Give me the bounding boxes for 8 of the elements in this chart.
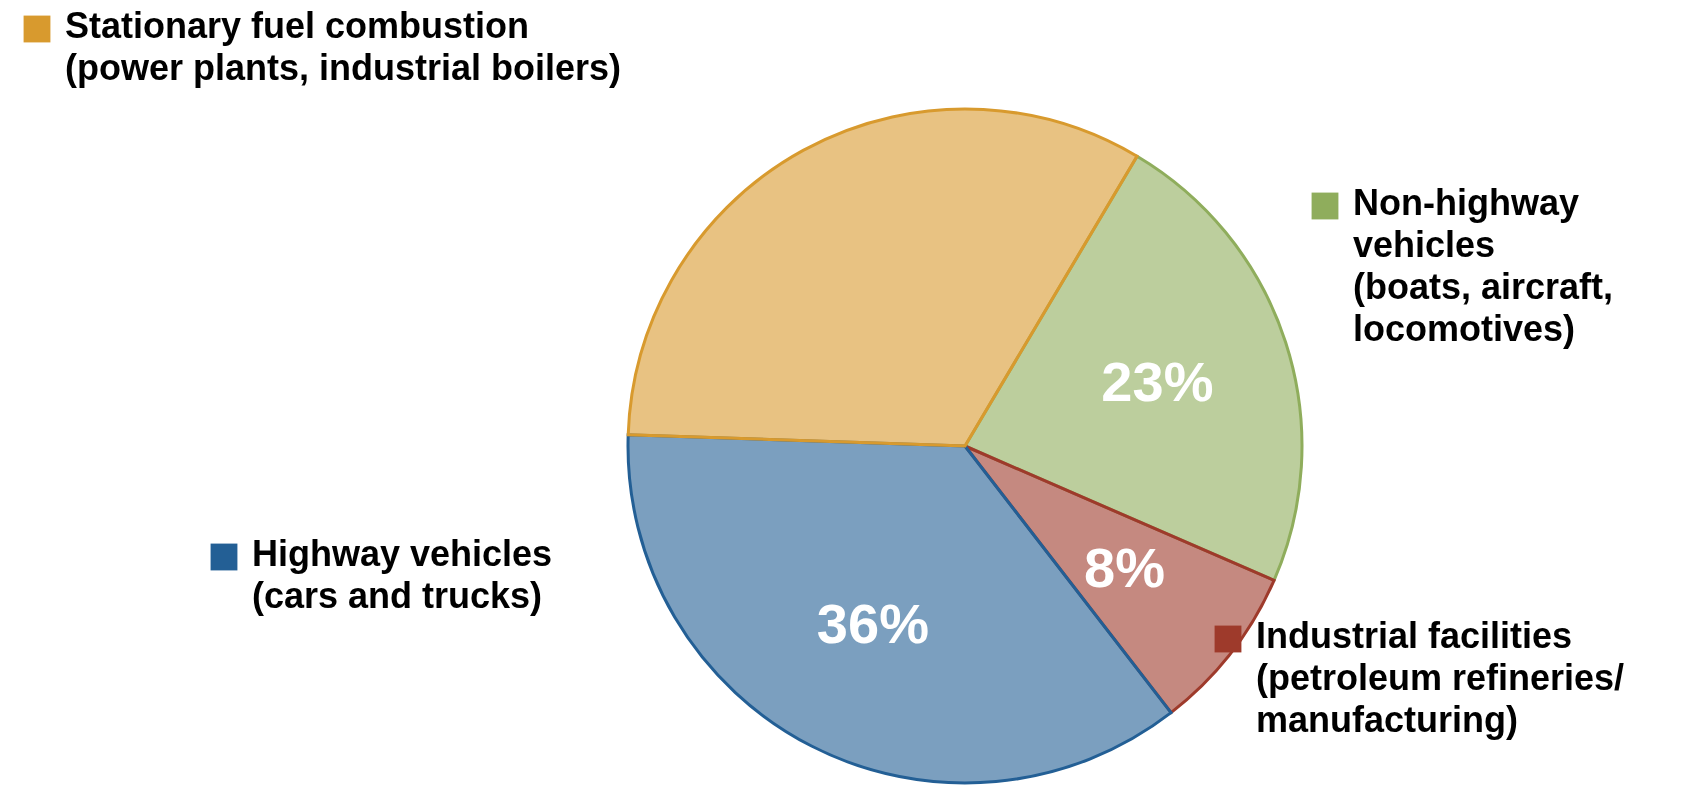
pie-slice <box>626 433 1173 785</box>
data-label: 23% <box>1101 349 1214 413</box>
legend-label: Industrial facilities (petroleum refineries/ manufacturing) <box>1256 615 1625 740</box>
legend-label: Stationary fuel combustion (power plants, industrial boilers) <box>65 5 622 88</box>
legend-label: Non-highway vehicles (boats, aircraft, locomotives) <box>1353 182 1614 349</box>
data-label: 8% <box>1084 536 1166 600</box>
legend-label: Highway vehicles (cars and trucks) <box>252 533 553 616</box>
data-label: 36% <box>816 592 929 655</box>
